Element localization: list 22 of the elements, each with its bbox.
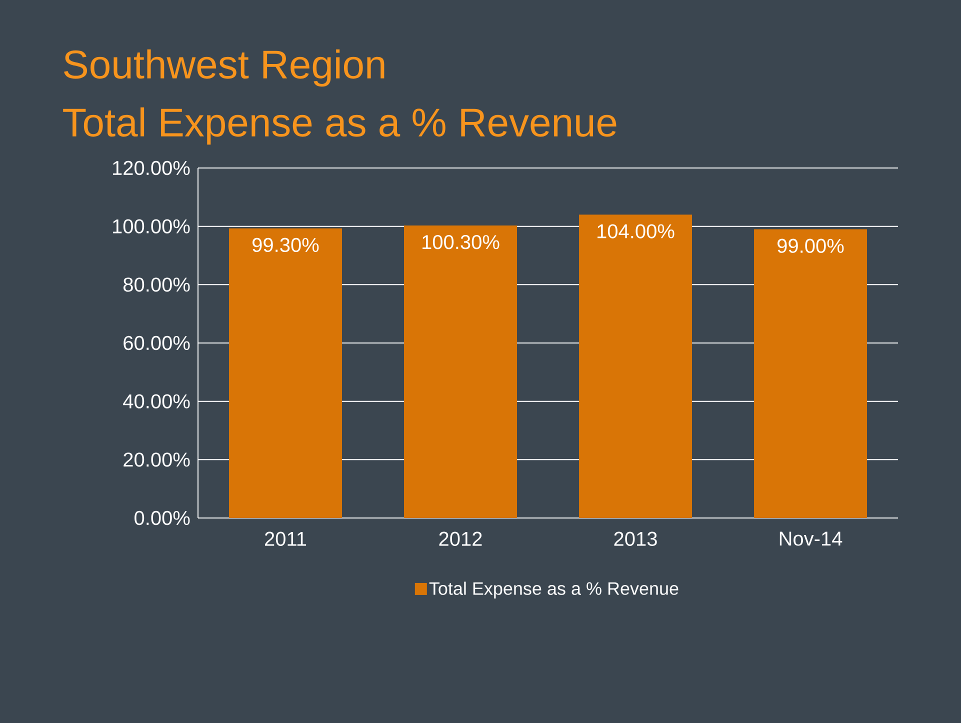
x-tick-label: Nov-14 (780, 532, 842, 546)
x-tick-label: 2013 (614, 532, 657, 546)
data-label: 104.00% (598, 224, 674, 238)
bar (404, 225, 518, 518)
y-tick-label: 60.00% (124, 336, 190, 350)
chart-subtitle: Total Expense as a % Revenue (63, 107, 616, 145)
bar (579, 214, 692, 518)
bar (754, 229, 868, 518)
legend-label: Total Expense as a % Revenue (429, 582, 678, 598)
data-label: 100.30% (422, 234, 500, 250)
chart-title: Southwest Region (64, 49, 384, 87)
bar (229, 228, 342, 518)
y-tick-label: 100.00% (113, 219, 190, 234)
x-tick-label: 2012 (439, 532, 482, 546)
data-label: 99.30% (252, 238, 319, 252)
y-tick-label: 0.00% (134, 510, 190, 526)
y-tick-label: 40.00% (123, 394, 190, 408)
y-tick-label: 20.00% (124, 452, 190, 467)
x-tick-label: 2011 (265, 532, 306, 546)
y-tick-label: 120.00% (113, 160, 190, 176)
data-label: 99.00% (778, 238, 844, 253)
y-tick-label: 80.00% (124, 278, 190, 292)
